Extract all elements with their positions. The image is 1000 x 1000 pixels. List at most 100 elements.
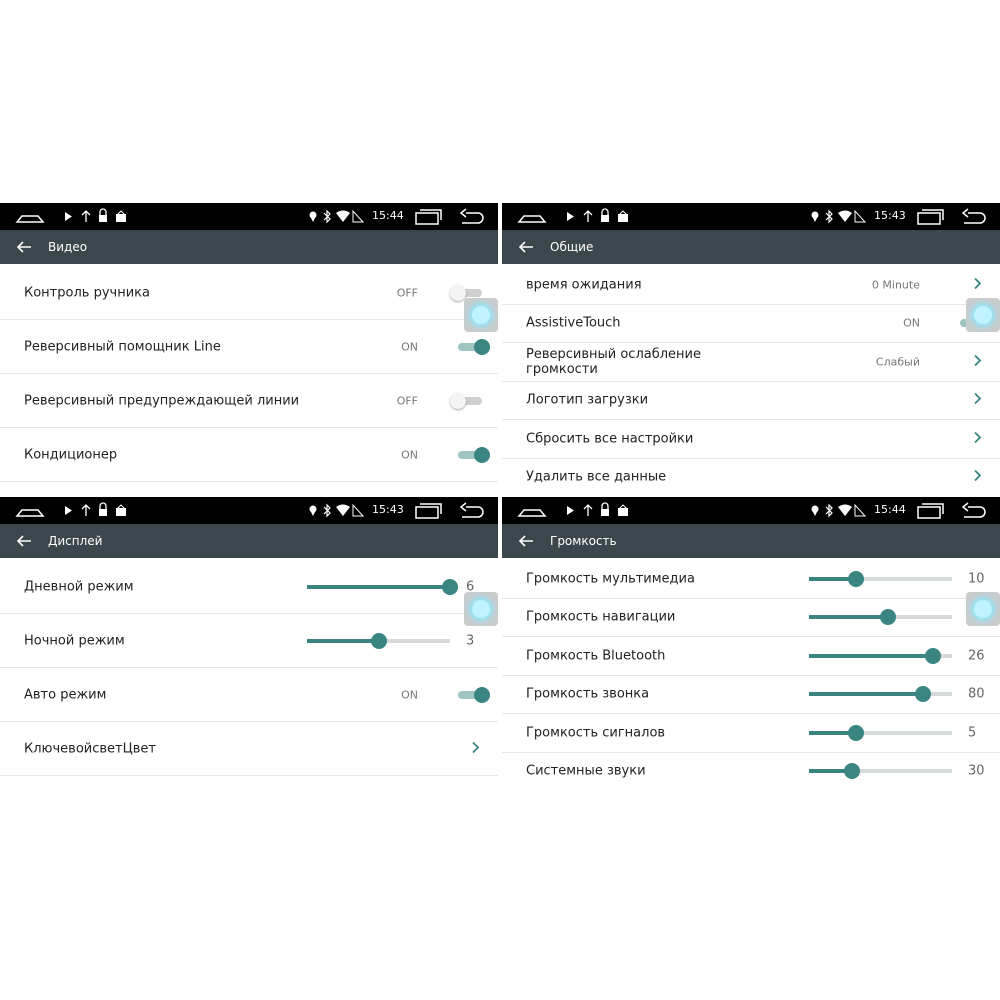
back-arrow[interactable]	[517, 531, 537, 551]
row-label: Удалить все данные	[526, 469, 667, 485]
row-label: Громкость навигации	[526, 609, 676, 625]
status-time: 15:44	[874, 503, 906, 516]
settings-row[interactable]: Дневной режим 6	[0, 560, 498, 614]
settings-row[interactable]: AssistiveTouch ON	[502, 305, 1000, 343]
assistive-touch-dot	[472, 600, 490, 618]
back-arrow[interactable]	[517, 237, 537, 257]
toggle-knob[interactable]	[450, 284, 466, 301]
slider-value: 30	[968, 763, 985, 779]
slider-value: 80	[968, 686, 985, 702]
slider-value: 3	[466, 633, 475, 648]
slider-track[interactable]	[809, 763, 952, 780]
slider-knob[interactable]	[843, 763, 860, 780]
settings-row[interactable]: Контроль ручника OFF	[0, 266, 498, 320]
settings-row[interactable]: Авто режим ON	[0, 668, 498, 722]
chevron[interactable]	[470, 739, 480, 758]
assistive-touch[interactable]	[464, 592, 498, 626]
settings-row[interactable]: Удалить все данные	[502, 459, 1000, 497]
assistive-touch-dot	[974, 306, 992, 324]
row-label: время ожидания	[526, 277, 642, 293]
header-bar: Общие	[502, 230, 1000, 264]
status-icons	[15, 208, 484, 225]
header-bar: Громкость	[502, 524, 1000, 558]
row-label: КлючевойсветЦвет	[24, 741, 156, 756]
slider-knob[interactable]	[442, 578, 458, 595]
toggle-track[interactable]	[458, 690, 482, 699]
toggle-track[interactable]	[458, 342, 482, 351]
slider-fill	[809, 576, 857, 581]
header-title: Видео	[48, 240, 88, 254]
slider-fill	[307, 638, 379, 643]
slider-knob[interactable]	[915, 686, 932, 703]
chevron[interactable]	[972, 391, 982, 410]
header-title: Дисплей	[48, 534, 103, 548]
slider-track[interactable]	[307, 578, 458, 595]
settings-row[interactable]: Сбросить все настройки	[502, 420, 1000, 459]
settings-panel: 15:44 Громкость Громкость мультимедиа 10 Гро…	[502, 497, 1000, 790]
header-title: Общие	[550, 240, 594, 254]
slider-track[interactable]	[809, 686, 952, 703]
slider-knob[interactable]	[848, 724, 865, 741]
status-icons	[517, 502, 986, 519]
slider-knob[interactable]	[370, 632, 387, 649]
settings-row[interactable]: Громкость навигации55	[502, 599, 1000, 637]
settings-row[interactable]: КлючевойсветЦвет	[0, 722, 498, 776]
slider-fill	[809, 769, 852, 774]
row-label: Громкость звонка	[526, 686, 650, 702]
row-label: Громкость Bluetooth	[526, 648, 666, 664]
slider-knob[interactable]	[925, 647, 942, 664]
settings-row[interactable]: Кондиционер ON	[0, 428, 498, 482]
status-bar: 15:43	[0, 497, 498, 524]
row-label: Логотип загрузки	[526, 392, 649, 408]
toggle-knob[interactable]	[474, 446, 490, 463]
slider-track[interactable]	[809, 570, 952, 587]
settings-row[interactable]: Системные звуки 30	[502, 753, 1000, 791]
toggle-knob[interactable]	[474, 686, 490, 703]
assistive-touch[interactable]	[464, 298, 498, 332]
row-label: Авто режим	[24, 687, 107, 702]
row-value: ON	[401, 688, 418, 701]
toggle-track[interactable]	[458, 396, 482, 405]
assistive-touch[interactable]	[966, 298, 1000, 332]
row-label: Реверсивный помощник Line	[24, 339, 221, 354]
settings-row[interactable]: Громкость звонка 80	[502, 676, 1000, 714]
toggle-knob[interactable]	[450, 392, 466, 409]
settings-row[interactable]: Громкость сигналов 5	[502, 714, 1000, 753]
header-bar: Дисплей	[0, 524, 498, 558]
back-arrow[interactable]	[15, 531, 35, 551]
row-label: Ночной режим	[24, 633, 125, 648]
settings-row[interactable]: Реверсивный предупреждающей линии OFF	[0, 374, 498, 428]
toggle-track[interactable]	[458, 288, 482, 297]
settings-row[interactable]: Логотип загрузки	[502, 382, 1000, 420]
row-label: Кондиционер	[24, 447, 118, 462]
status-time: 15:44	[372, 209, 404, 222]
chevron[interactable]	[972, 468, 982, 487]
settings-row[interactable]: Реверсивный ослабление громкости Слабый	[502, 343, 1000, 382]
slider-fill	[809, 692, 924, 697]
slider-track[interactable]	[809, 609, 952, 626]
settings-row[interactable]: Ночной режим 3	[0, 614, 498, 668]
toggle-track[interactable]	[458, 450, 482, 459]
row-label: AssistiveTouch	[526, 315, 621, 331]
back-arrow[interactable]	[15, 237, 35, 257]
settings-row[interactable]: время ожидания 0 Minute	[502, 266, 1000, 305]
chevron[interactable]	[972, 275, 982, 294]
row-label: Реверсивный ослабление громкости	[526, 346, 701, 377]
slider-track[interactable]	[809, 647, 952, 664]
row-label: Дневной режим	[24, 579, 134, 594]
chevron[interactable]	[972, 429, 982, 448]
slider-track[interactable]	[307, 632, 450, 649]
slider-knob[interactable]	[879, 609, 896, 626]
slider-knob[interactable]	[848, 570, 865, 587]
chevron[interactable]	[972, 352, 982, 371]
settings-row[interactable]: Громкость мультимедиа 10	[502, 560, 1000, 599]
row-value: OFF	[396, 286, 418, 299]
assistive-touch[interactable]	[966, 592, 1000, 626]
slider-fill	[809, 730, 857, 735]
settings-row[interactable]: Громкость Bluetooth 26	[502, 637, 1000, 676]
settings-row[interactable]: Реверсивный помощник Line ON	[0, 320, 498, 374]
toggle-knob[interactable]	[474, 338, 490, 355]
status-bar: 15:44	[502, 497, 1000, 524]
assistive-touch-dot	[472, 306, 490, 324]
slider-track[interactable]	[809, 724, 952, 741]
